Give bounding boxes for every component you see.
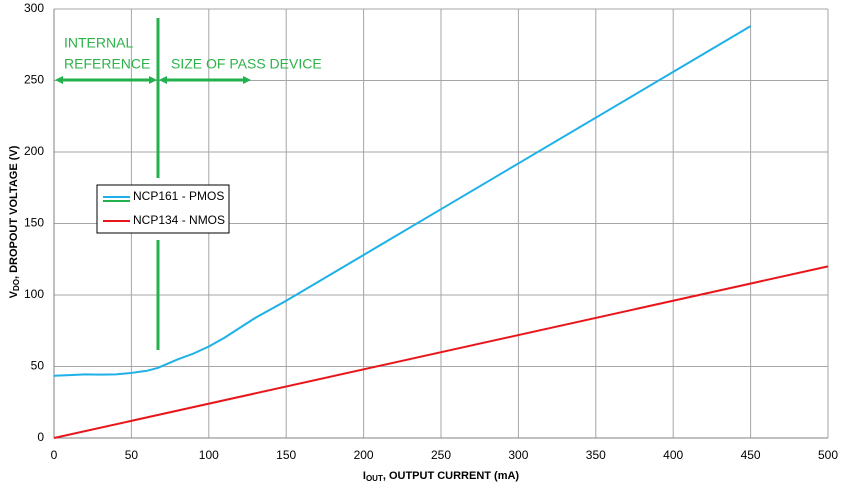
y-tick-label: 250 [24, 73, 44, 87]
arrow-heads [55, 76, 251, 84]
x-tick-label: 400 [663, 448, 683, 462]
x-axis-label-main: I [363, 470, 366, 482]
x-tick-label: 250 [431, 448, 451, 462]
y-axis-label-main: V [8, 290, 20, 298]
x-tick-label: 50 [125, 448, 139, 462]
y-axis-label: VDO, DROPOUT VOLTAGE (V) [8, 145, 21, 298]
y-tick-label: 100 [24, 287, 44, 301]
grid: 0 50 100 150 200 250 300 0 50 100 150 200 250 300 350 4… [24, 1, 838, 462]
x-axis-label-rest: , OUTPUT CURRENT (mA) [383, 470, 520, 482]
y-tick-label: 0 [37, 430, 44, 444]
series-line [53, 25, 752, 377]
x-tick-label: 150 [276, 448, 296, 462]
x-tick-label: 500 [818, 448, 838, 462]
marks [53, 25, 829, 439]
y-tick-label: 300 [24, 1, 44, 15]
annotation-graphics [55, 18, 251, 350]
x-tick-label: 300 [508, 448, 528, 462]
y-tick-label: 50 [31, 359, 45, 373]
legend-label: NCP161 - PMOS [133, 189, 224, 203]
x-tick-label: 450 [741, 448, 761, 462]
series-line [53, 265, 829, 439]
x-tick-label: 0 [51, 448, 58, 462]
y-axis-label-rest: , DROPOUT VOLTAGE (V) [8, 145, 20, 279]
legend: NCP161 - PMOS NCP134 - NMOS [96, 184, 230, 234]
annotation: REFERENCE [64, 56, 150, 72]
x-tick-label: 200 [354, 448, 374, 462]
y-tick-label: 200 [24, 144, 44, 158]
annotation: SIZE OF PASS DEVICE [171, 56, 322, 72]
annotation: INTERNAL [64, 35, 133, 51]
legend-label: NCP134 - NMOS [133, 213, 225, 227]
x-tick-label: 100 [199, 448, 219, 462]
legend-box [96, 184, 230, 234]
x-axis-label-sub: OUT [366, 474, 383, 483]
y-axis-label-sub: DO [12, 279, 21, 291]
x-tick-label: 350 [586, 448, 606, 462]
x-axis-label: IOUT, OUTPUT CURRENT (mA) [363, 470, 520, 483]
y-tick-label: 150 [24, 216, 44, 230]
